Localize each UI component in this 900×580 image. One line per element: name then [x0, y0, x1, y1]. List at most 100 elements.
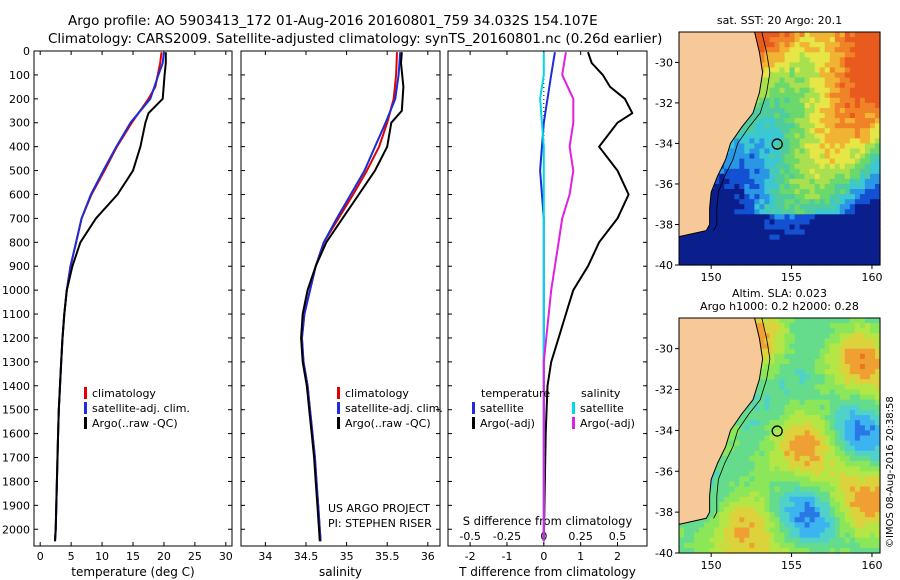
map-cell — [739, 254, 745, 261]
map-cell — [784, 527, 791, 534]
map-cell — [870, 113, 876, 119]
map-cell — [819, 239, 826, 246]
map-cell — [804, 254, 811, 261]
map-cell — [804, 128, 811, 134]
map-cell — [859, 239, 866, 246]
map-cell — [784, 113, 791, 119]
map-cell — [844, 343, 851, 350]
map-cell — [849, 57, 856, 63]
map-cell — [814, 466, 821, 472]
map-cell — [734, 527, 740, 534]
map-cell — [799, 234, 806, 241]
map-cell — [824, 491, 831, 498]
map-cell — [829, 148, 836, 155]
map-cell — [834, 254, 841, 261]
map-cell — [779, 219, 786, 226]
map-cell — [769, 450, 776, 457]
map-cell — [809, 318, 816, 324]
map-cell — [769, 163, 776, 170]
map-cell — [784, 455, 791, 462]
map-cell — [764, 173, 770, 180]
map-cell — [679, 239, 685, 246]
x-axis-label: temperature (deg C) — [71, 565, 194, 579]
map-cell — [769, 445, 776, 452]
map-cell — [864, 32, 871, 38]
map-cell — [774, 348, 781, 355]
map-cell — [839, 148, 846, 155]
lat-tick-label: -40 — [655, 547, 673, 560]
map-cell — [739, 461, 745, 467]
map-cell — [744, 461, 750, 467]
map-cell — [789, 399, 796, 406]
map-cell — [875, 234, 881, 241]
map-cell — [799, 461, 806, 467]
map-cell — [834, 67, 841, 74]
map-cell — [829, 178, 836, 185]
map-cell — [824, 153, 831, 160]
map-cell — [839, 430, 846, 437]
map-cell — [769, 491, 776, 498]
map-cell — [859, 547, 866, 554]
map-cell — [709, 507, 715, 513]
map-cell — [875, 42, 881, 48]
map-cell — [734, 184, 740, 190]
map-cell — [844, 374, 851, 380]
map-cell — [759, 455, 765, 462]
map-cell — [814, 348, 821, 355]
map-cell — [864, 72, 871, 79]
map-cell — [769, 333, 776, 339]
map-cell — [804, 369, 811, 375]
map-cell — [754, 425, 760, 431]
map-cell — [875, 476, 881, 483]
map-cell — [844, 476, 851, 483]
map-cell — [774, 445, 781, 452]
map-cell — [844, 113, 851, 119]
map-cell — [854, 420, 861, 426]
map-cell — [809, 527, 816, 534]
map-cell — [804, 481, 811, 488]
map-cell — [784, 32, 791, 38]
map-cell — [829, 249, 836, 256]
map-cell — [814, 199, 821, 205]
map-cell — [799, 333, 806, 339]
map-cell — [709, 527, 715, 534]
map-cell — [804, 82, 811, 89]
map-cell — [799, 364, 806, 370]
map-cell — [870, 47, 876, 53]
map-cell — [759, 425, 765, 431]
map-cell — [764, 481, 770, 488]
map-cell — [834, 527, 841, 534]
map-cell — [854, 379, 861, 385]
map-cell — [739, 229, 745, 236]
map-cell — [779, 97, 786, 104]
map-cell — [769, 527, 776, 534]
map-cell — [854, 547, 861, 554]
map-cell — [864, 374, 871, 380]
map-cell — [849, 374, 856, 380]
lat-tick-label: -32 — [655, 97, 673, 110]
map-cell — [870, 496, 876, 503]
map-cell — [769, 389, 776, 396]
map-cell — [854, 62, 861, 69]
map-cell — [809, 209, 816, 215]
map-cell — [864, 229, 871, 236]
map-cell — [754, 501, 760, 508]
map-cell — [764, 389, 770, 396]
map-cell — [719, 501, 725, 508]
map-cell — [859, 214, 866, 220]
map-cell — [849, 42, 856, 48]
series-line-argo — [542, 51, 634, 542]
map-cell — [809, 113, 816, 119]
map-cell — [834, 189, 841, 195]
map-cell — [829, 173, 836, 180]
map-cell — [759, 87, 765, 94]
x-tick-label: 34.5 — [294, 550, 319, 563]
map-cell — [784, 219, 791, 226]
map-cell — [870, 234, 876, 241]
map-cell — [709, 496, 715, 503]
map-cell — [819, 259, 826, 266]
map-cell — [839, 259, 846, 266]
map-cell — [804, 102, 811, 109]
map-cell — [849, 209, 856, 215]
map-cell — [839, 420, 846, 426]
